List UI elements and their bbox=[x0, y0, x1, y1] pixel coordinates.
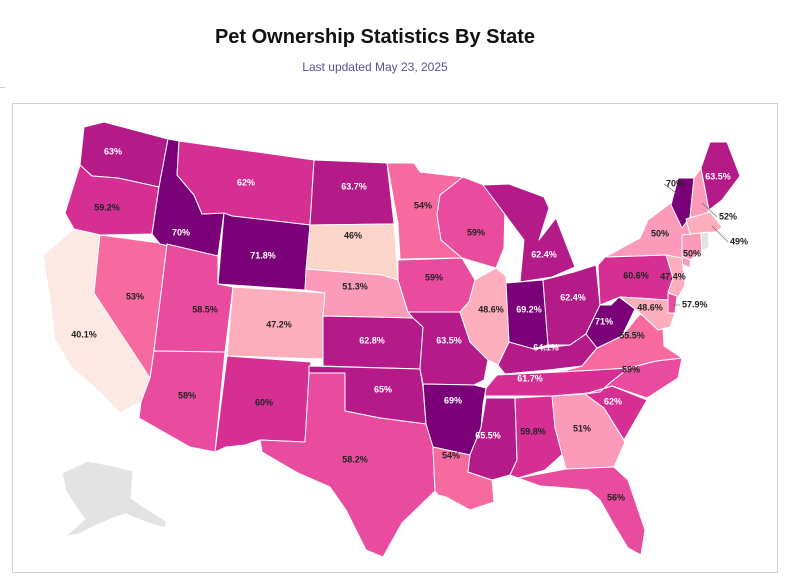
state-label-ca: 40.1% bbox=[71, 329, 97, 339]
state-label-wi: 59% bbox=[467, 227, 485, 237]
state-nc[interactable] bbox=[584, 357, 683, 399]
leader-line-nh bbox=[701, 202, 718, 218]
state-label-az: 58% bbox=[178, 390, 196, 400]
state-label-ne: 51.3% bbox=[342, 281, 368, 291]
state-label-ny: 50% bbox=[651, 228, 669, 238]
state-ct[interactable] bbox=[681, 232, 703, 261]
state-label-mn: 54% bbox=[414, 200, 432, 210]
state-label-ct: 50% bbox=[683, 248, 701, 258]
leader-line-vt bbox=[663, 183, 680, 196]
state-wy[interactable] bbox=[217, 212, 311, 291]
state-label-or: 59.2% bbox=[94, 202, 120, 212]
state-ia[interactable] bbox=[397, 257, 476, 313]
leader-line-ma bbox=[711, 225, 729, 243]
state-label-ok: 65% bbox=[374, 384, 392, 394]
state-ri[interactable] bbox=[700, 231, 710, 252]
state-label-in: 69.2% bbox=[516, 304, 542, 314]
edge-tick bbox=[0, 87, 5, 88]
state-label-nj: 47.4% bbox=[660, 271, 686, 281]
state-label-nh: 52% bbox=[719, 211, 737, 221]
state-label-ms: 65.5% bbox=[475, 430, 501, 440]
state-label-nv: 53% bbox=[126, 291, 144, 301]
state-vt[interactable] bbox=[670, 177, 695, 229]
state-label-tn: 61.7% bbox=[517, 373, 543, 383]
state-label-al: 59.8% bbox=[520, 426, 546, 436]
state-de[interactable] bbox=[667, 292, 678, 314]
state-label-md: 48.6% bbox=[637, 302, 663, 312]
state-label-nd: 63.7% bbox=[341, 181, 367, 191]
leader-lines bbox=[663, 183, 729, 306]
state-label-pa: 60.6% bbox=[623, 270, 649, 280]
state-label-oh: 62.4% bbox=[560, 292, 586, 302]
state-md[interactable] bbox=[619, 296, 676, 331]
state-az[interactable] bbox=[138, 350, 226, 453]
state-label-nc: 59% bbox=[622, 364, 640, 374]
state-label-il: 48.6% bbox=[478, 304, 504, 314]
state-label-vt: 70% bbox=[666, 178, 684, 188]
state-ma[interactable] bbox=[685, 211, 723, 235]
state-me[interactable] bbox=[700, 141, 741, 211]
states-layer bbox=[42, 121, 741, 558]
state-label-wv: 71% bbox=[595, 316, 613, 326]
state-label-mi: 62.4% bbox=[531, 249, 557, 259]
state-label-sd: 46% bbox=[344, 230, 362, 240]
state-tx[interactable] bbox=[259, 372, 436, 558]
state-ak[interactable] bbox=[61, 460, 167, 537]
state-label-wy: 71.8% bbox=[250, 250, 276, 260]
state-label-id: 70% bbox=[172, 227, 190, 237]
state-label-nm: 60% bbox=[255, 397, 273, 407]
state-in[interactable] bbox=[505, 279, 549, 353]
state-label-ar: 69% bbox=[444, 395, 462, 405]
state-label-wa: 63% bbox=[104, 146, 122, 156]
state-wi[interactable] bbox=[436, 176, 506, 269]
state-fl[interactable] bbox=[517, 466, 646, 556]
state-label-la: 54% bbox=[442, 450, 460, 460]
state-label-va: 55.5% bbox=[619, 330, 645, 340]
state-label-de: 57.9% bbox=[682, 299, 708, 309]
state-label-ia: 59% bbox=[425, 272, 443, 282]
state-label-ky: 64.1% bbox=[533, 342, 559, 352]
state-label-ga: 51% bbox=[573, 423, 591, 433]
state-il[interactable] bbox=[459, 267, 510, 366]
state-label-mo: 63.5% bbox=[436, 335, 462, 345]
state-label-fl: 56% bbox=[607, 492, 625, 502]
state-label-me: 63.5% bbox=[705, 171, 731, 181]
state-label-ma: 49% bbox=[730, 236, 748, 246]
state-label-sc: 62% bbox=[604, 396, 622, 406]
state-label-co: 47.2% bbox=[266, 319, 292, 329]
last-updated-subtitle: Last updated May 23, 2025 bbox=[302, 60, 448, 74]
state-label-ks: 62.8% bbox=[359, 335, 385, 345]
state-mi[interactable] bbox=[482, 183, 576, 283]
state-label-mt: 62% bbox=[237, 177, 255, 187]
state-nj[interactable] bbox=[665, 254, 686, 299]
state-labels: 63% 59.2% 40.1% 53% 70% 62% 71.8% 58.5% 58% 47.2%… bbox=[71, 146, 748, 502]
state-nd[interactable] bbox=[309, 159, 395, 226]
state-label-tx: 58.2% bbox=[342, 454, 368, 464]
page-title: Pet Ownership Statistics By State bbox=[214, 26, 536, 48]
state-label-ut: 58.5% bbox=[192, 304, 218, 314]
